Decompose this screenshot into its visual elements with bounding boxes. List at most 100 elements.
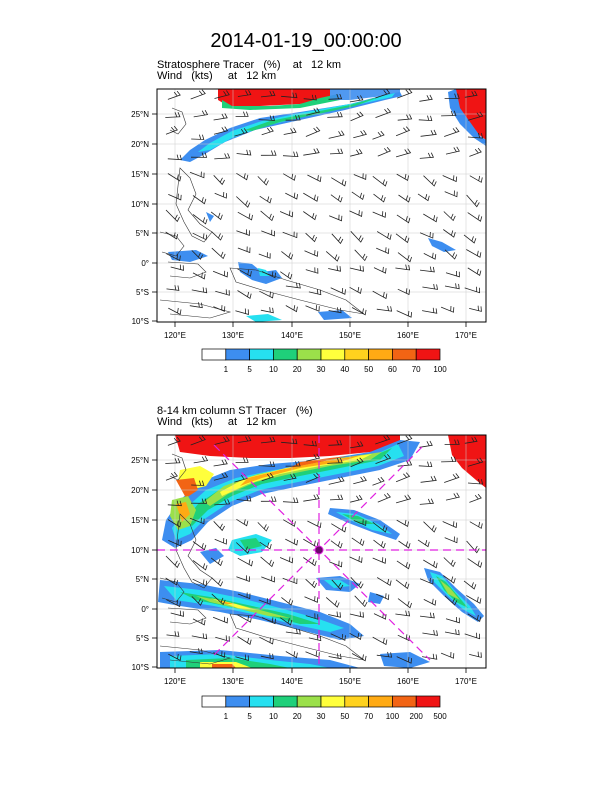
- panel1-colorbar: [201, 348, 441, 361]
- wind-barb: [376, 593, 390, 601]
- wind-barb: [445, 616, 460, 624]
- wind-barb: [398, 540, 411, 549]
- colorbar-swatch: [201, 348, 227, 361]
- wind-barb: [165, 471, 178, 481]
- wind-barb: [328, 653, 342, 660]
- wind-barb: [423, 213, 438, 223]
- wind-barb: [444, 629, 460, 636]
- panel1-frame: [156, 88, 487, 323]
- wind-barb: [329, 148, 344, 155]
- wind-barb: [167, 173, 182, 182]
- wind-barb: [467, 558, 483, 568]
- colorbar-swatch: [225, 695, 250, 708]
- wind-barb: [236, 172, 249, 181]
- colorbar-label: 1: [224, 365, 229, 374]
- colorbar-swatch: [249, 695, 274, 708]
- panel2-tickmarks: [152, 459, 467, 673]
- wind-barb: [397, 288, 410, 296]
- wind-barb: [444, 283, 460, 290]
- wind-barb: [395, 579, 410, 590]
- colorbar-label: 1: [224, 712, 229, 721]
- colorbar-label: 20: [293, 712, 302, 721]
- lat-label: 5°S: [136, 634, 149, 643]
- wind-barb: [189, 171, 205, 179]
- wind-barb: [261, 271, 276, 279]
- wind-barb: [325, 597, 340, 608]
- wind-barb: [397, 598, 412, 609]
- panel1-field-label: Stratosphere Tracer (%) at 12 km: [157, 59, 342, 71]
- wind-barb: [259, 195, 272, 204]
- lon-label: 160°E: [397, 331, 419, 340]
- wind-barb: [303, 211, 317, 221]
- panel2-colorbar: [201, 695, 441, 708]
- panel2-wind-barbs: [165, 435, 484, 664]
- wind-barb: [261, 472, 274, 482]
- storm-center-marker: [314, 545, 324, 555]
- wind-barb: [191, 480, 205, 486]
- wind-barb: [372, 557, 386, 564]
- wind-barb: [467, 267, 482, 277]
- wind-barb: [349, 441, 364, 449]
- wind-barb: [443, 575, 456, 584]
- wind-barb: [350, 494, 363, 503]
- lat-label: 0°: [141, 259, 149, 268]
- wind-barb: [423, 252, 437, 260]
- wind-barb: [350, 148, 363, 157]
- wind-barb: [170, 610, 184, 617]
- wind-barb: [213, 459, 228, 467]
- wind-barb: [282, 497, 299, 504]
- panel1-wind-label: Wind (kts) at 12 km: [157, 70, 277, 82]
- wind-barb: [237, 592, 251, 600]
- lon-label: 170°E: [455, 331, 477, 340]
- wind-barb: [395, 264, 411, 271]
- wind-barb: [259, 541, 272, 550]
- wind-barb: [331, 177, 347, 187]
- wind-barb: [306, 107, 321, 116]
- wind-barb: [236, 196, 251, 208]
- wind-barb: [373, 193, 386, 203]
- wind-barb: [303, 494, 320, 502]
- wind-barb: [372, 521, 388, 533]
- wind-barb: [236, 229, 250, 236]
- wind-barb: [353, 129, 367, 139]
- wind-barb: [466, 194, 480, 208]
- wind-barb: [396, 435, 413, 445]
- wind-barb: [237, 614, 252, 623]
- wind-barb: [329, 214, 343, 222]
- wind-barb: [165, 125, 178, 135]
- colorbar-swatch: [273, 695, 298, 708]
- colorbar-label: 5: [247, 712, 252, 721]
- wind-barb: [396, 89, 413, 99]
- wind-barb: [210, 211, 223, 221]
- wind-barb: [469, 305, 482, 312]
- wind-barb: [376, 231, 392, 241]
- colorbar-swatch: [392, 348, 417, 361]
- wind-barb: [283, 127, 297, 135]
- wind-barb: [308, 634, 322, 642]
- wind-barb: [372, 290, 388, 300]
- wind-barb: [376, 305, 393, 312]
- wind-barb: [423, 521, 437, 533]
- wind-barb: [214, 153, 231, 160]
- wind-barb: [330, 540, 343, 549]
- lon-label: 150°E: [339, 331, 361, 340]
- colorbar-label: 500: [433, 712, 447, 721]
- wind-barb: [213, 521, 225, 532]
- wind-barb: [215, 635, 230, 642]
- wind-barb: [167, 154, 182, 161]
- wind-barb: [396, 310, 412, 318]
- lat-label: 10°S: [132, 663, 149, 672]
- panel2-frame: [156, 434, 487, 669]
- lat-label: 5°N: [136, 575, 150, 584]
- wind-barb: [257, 522, 269, 532]
- wind-barb: [443, 229, 456, 238]
- wind-barb: [328, 93, 343, 100]
- wind-barb: [285, 651, 298, 659]
- colorbar-swatch: [225, 348, 250, 361]
- wind-barb: [419, 577, 434, 585]
- wind-barb: [237, 557, 253, 567]
- wind-barb: [417, 193, 430, 202]
- wind-barb: [236, 518, 249, 527]
- wind-barb: [423, 559, 438, 569]
- wind-barb: [419, 612, 435, 619]
